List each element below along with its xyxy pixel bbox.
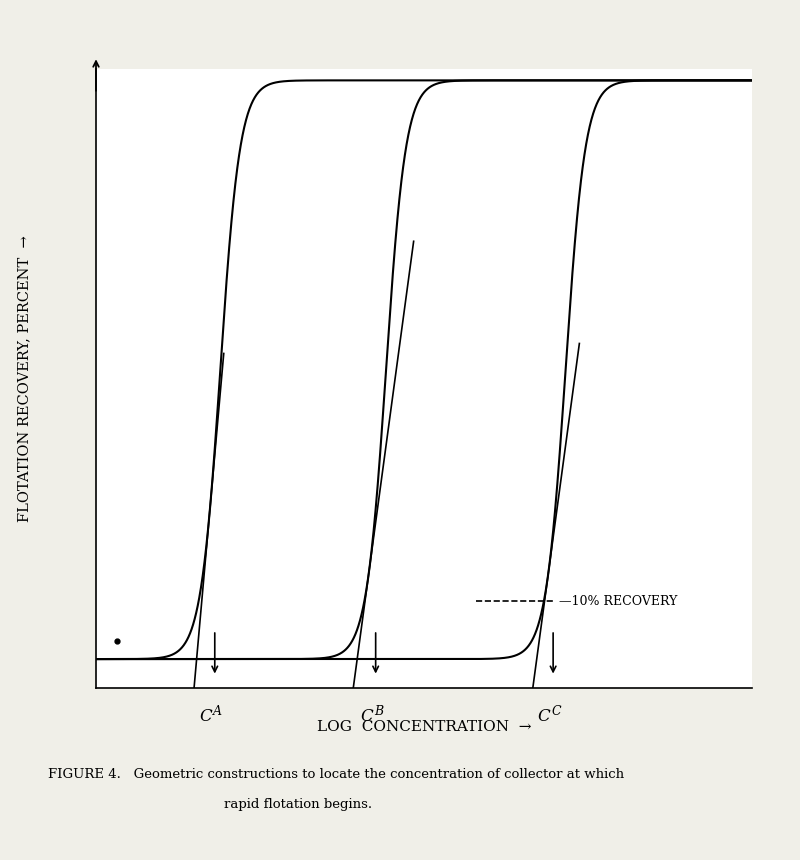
Text: FLOTATION RECOVERY, PERCENT  →: FLOTATION RECOVERY, PERCENT → [17, 235, 31, 522]
Text: LOG  CONCENTRATION  →: LOG CONCENTRATION → [317, 720, 531, 734]
Text: C: C [360, 709, 373, 725]
Text: B: B [374, 705, 383, 718]
Text: —10% RECOVERY: —10% RECOVERY [558, 595, 677, 608]
Text: rapid flotation begins.: rapid flotation begins. [224, 797, 372, 811]
Text: A: A [214, 705, 222, 718]
Text: C: C [199, 709, 212, 725]
Text: C: C [538, 709, 550, 725]
Text: C: C [552, 705, 562, 718]
Text: FIGURE 4.   Geometric constructions to locate the concentration of collector at : FIGURE 4. Geometric constructions to loc… [48, 767, 624, 781]
